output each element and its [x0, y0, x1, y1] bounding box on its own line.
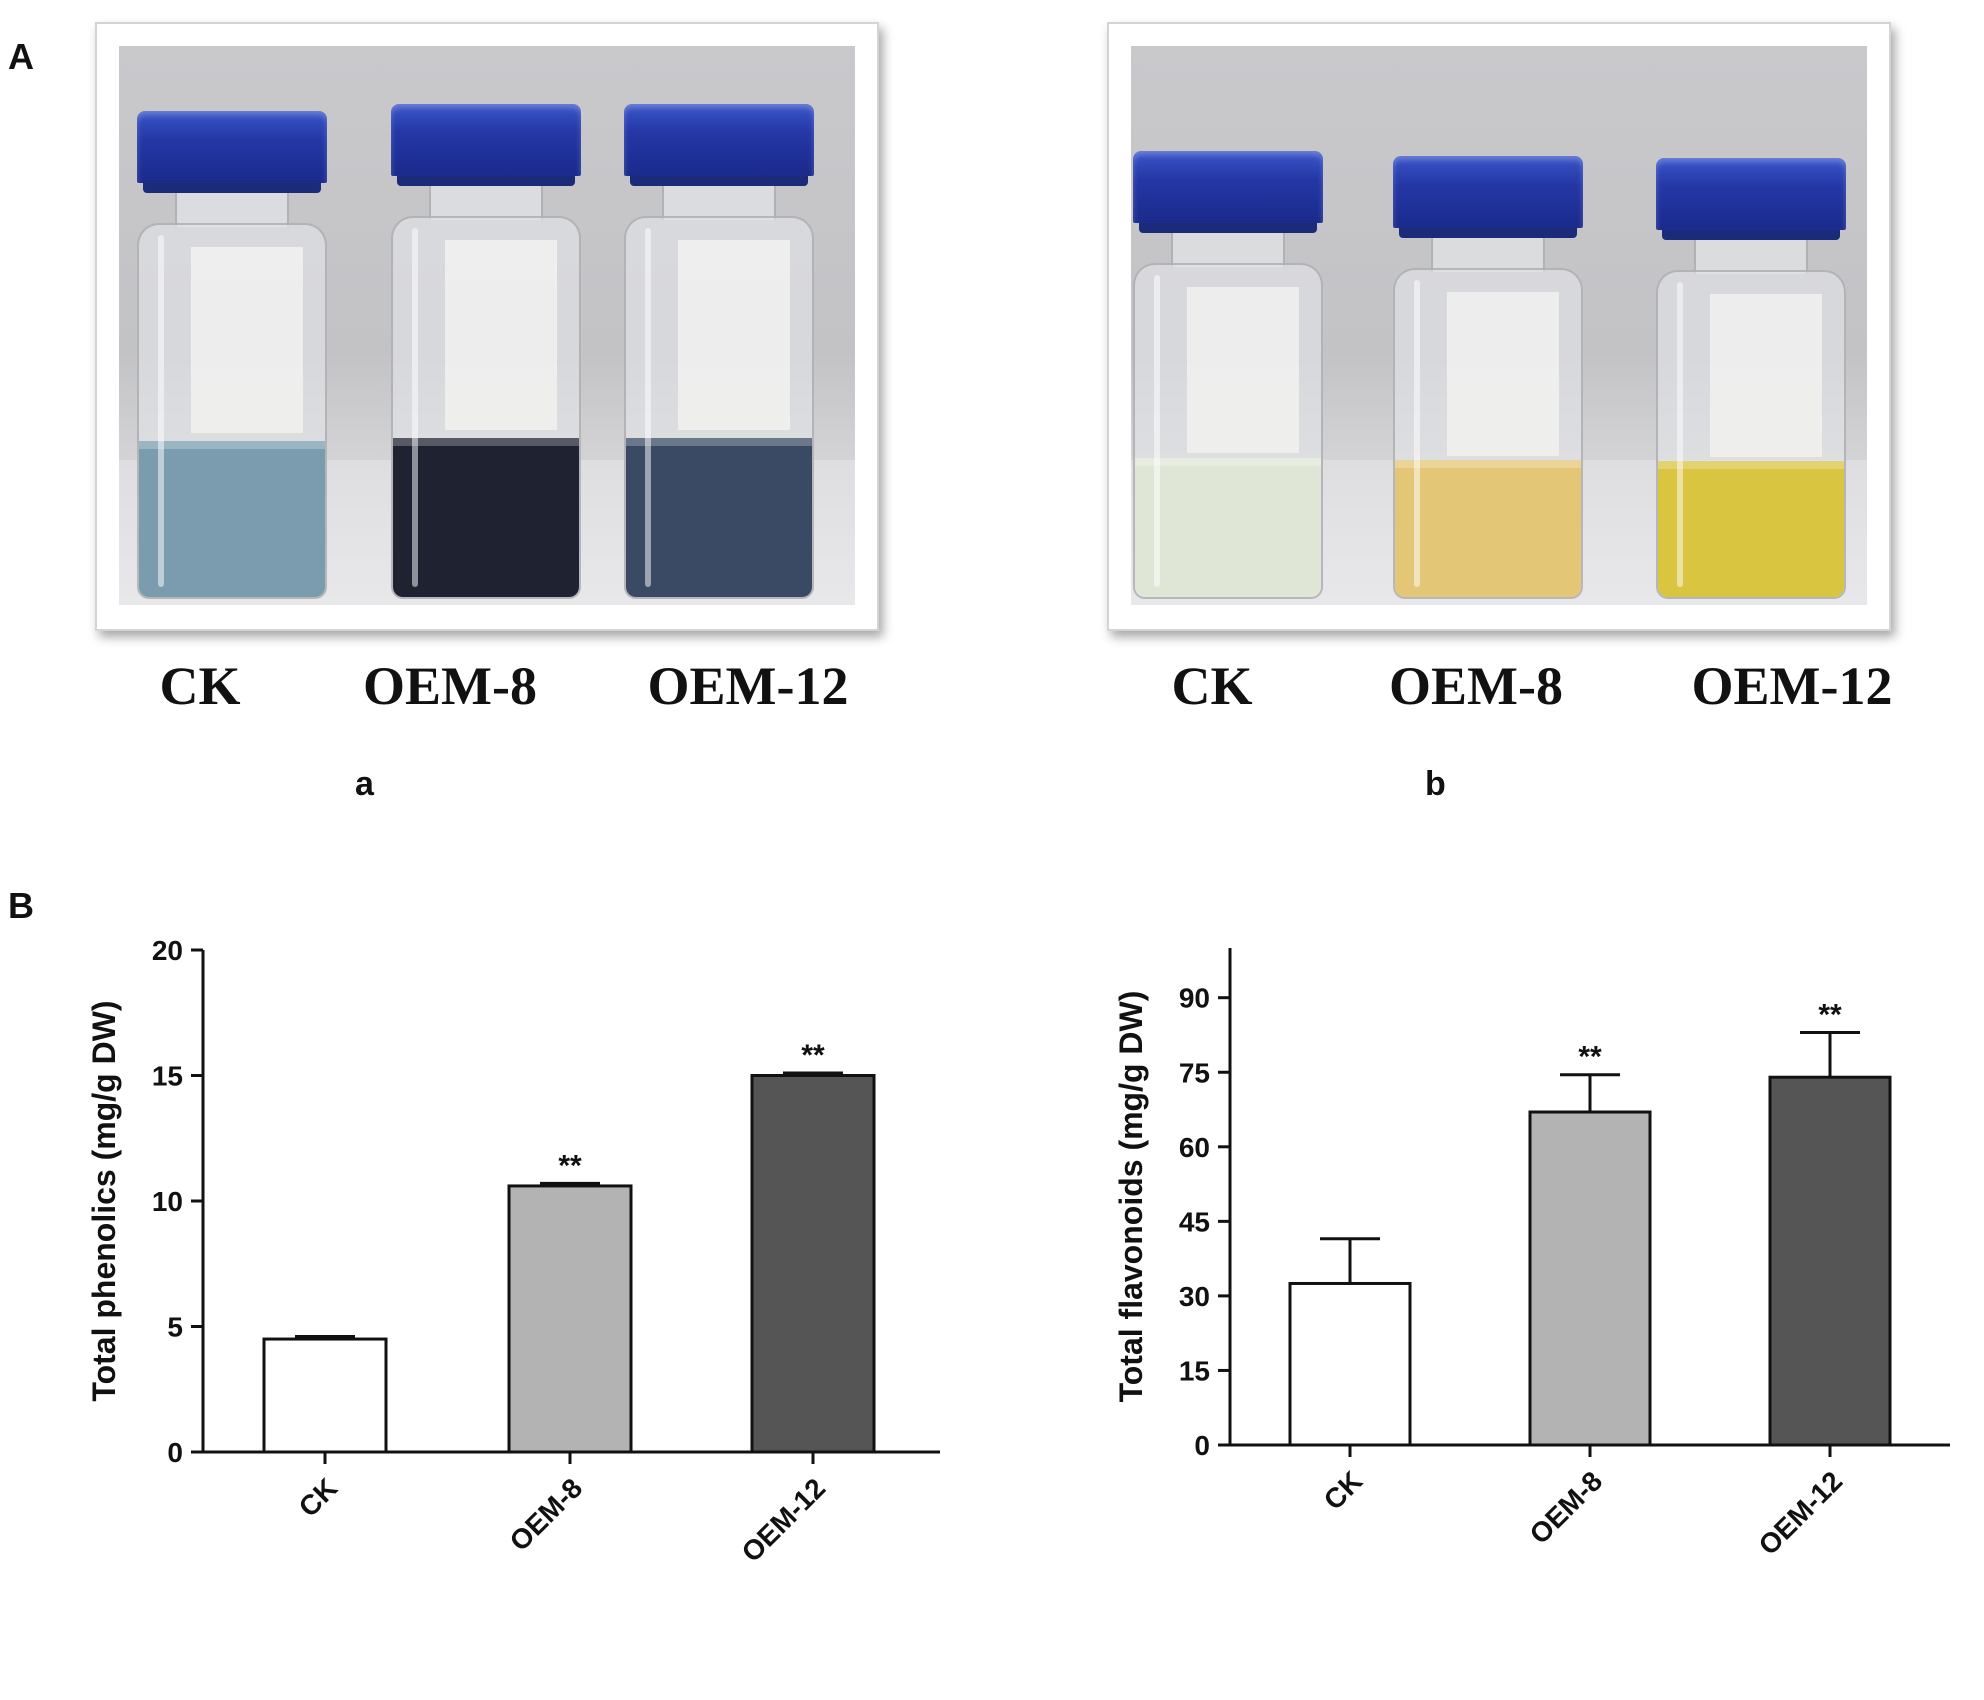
- x-tick-label: CK: [1318, 1465, 1369, 1516]
- photo-b: [1107, 22, 1891, 631]
- panel-label-a: A: [8, 36, 34, 77]
- y-tick-label: 0: [167, 1437, 183, 1468]
- subpanel-label-a: a: [355, 765, 374, 803]
- vial-oem8-a: [391, 104, 581, 599]
- bar-ck: [1288, 1281, 1412, 1447]
- y-tick-label: 15: [152, 1061, 183, 1092]
- y-tick-label: 15: [1179, 1355, 1210, 1386]
- photo-b-scene: [1131, 46, 1867, 605]
- y-tick-label: 45: [1179, 1206, 1210, 1237]
- vial-oem12-a: [624, 104, 814, 599]
- bar-oem-8: [507, 1184, 633, 1454]
- y-tick-label: 30: [1179, 1281, 1210, 1312]
- subpanel-label-b: b: [1425, 765, 1446, 803]
- bar-ck: [262, 1337, 388, 1454]
- panel-label-b: B: [8, 885, 34, 926]
- photo-b-label-ck: CK: [1171, 656, 1253, 716]
- photo-a-label-oem8: OEM-8: [363, 656, 537, 716]
- y-tick-label: 75: [1179, 1057, 1210, 1088]
- y-axis-label: Total flavonoids (mg/g DW): [1113, 991, 1149, 1403]
- significance-label: **: [558, 1149, 582, 1182]
- x-tick-label: CK: [293, 1472, 344, 1523]
- x-tick-label: OEM-8: [1524, 1465, 1609, 1550]
- bar-oem-8: [1528, 1110, 1652, 1447]
- x-tick-label: OEM-12: [736, 1472, 832, 1568]
- photo-b-label-oem8: OEM-8: [1389, 656, 1563, 716]
- x-tick-label: OEM-12: [1753, 1465, 1849, 1561]
- vial-ck-b: [1133, 151, 1323, 599]
- y-tick-label: 10: [152, 1186, 183, 1217]
- photo-a-scene: [119, 46, 855, 605]
- phenolics-chart: 0 5 10 15 20 Total phenolics (mg/g DW) CK ** OEM…: [86, 935, 940, 1568]
- y-tick-label: 90: [1179, 983, 1210, 1014]
- y-tick-label: 5: [167, 1312, 183, 1343]
- vial-ck-a: [137, 111, 327, 599]
- significance-label: **: [1818, 998, 1842, 1031]
- photo-b-label-oem12: OEM-12: [1691, 656, 1893, 716]
- vial-oem8-b: [1393, 156, 1583, 599]
- y-tick-label: 60: [1179, 1132, 1210, 1163]
- y-tick-label: 20: [152, 935, 183, 966]
- bar-oem-12: [1768, 1075, 1892, 1447]
- vial-oem12-b: [1656, 158, 1846, 599]
- bar-oem-12: [750, 1074, 876, 1454]
- y-tick-label: 0: [1194, 1430, 1210, 1461]
- flavonoids-chart: 0 15 30 45 60 75 90 Total flavonoids (mg/g DW) C…: [1113, 948, 1950, 1561]
- significance-label: **: [801, 1039, 825, 1072]
- photo-a: [95, 22, 879, 631]
- y-axis-label: Total phenolics (mg/g DW): [86, 1000, 122, 1401]
- significance-label: **: [1578, 1041, 1602, 1074]
- photo-a-label-oem12: OEM-12: [647, 656, 849, 716]
- x-tick-label: OEM-8: [504, 1472, 589, 1557]
- photo-a-label-ck: CK: [159, 656, 241, 716]
